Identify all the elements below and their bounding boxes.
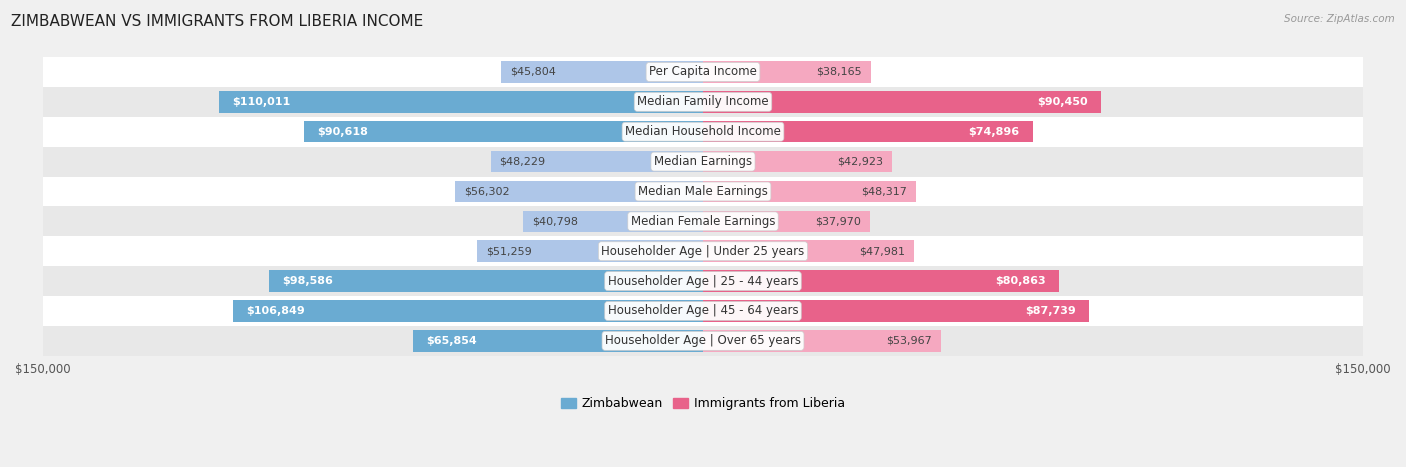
Text: Householder Age | 45 - 64 years: Householder Age | 45 - 64 years bbox=[607, 304, 799, 318]
Text: $110,011: $110,011 bbox=[232, 97, 290, 107]
Bar bbox=[703, 330, 941, 352]
Bar bbox=[478, 241, 703, 262]
Bar bbox=[269, 270, 703, 292]
Text: Householder Age | Under 25 years: Householder Age | Under 25 years bbox=[602, 245, 804, 258]
Text: Per Capita Income: Per Capita Income bbox=[650, 65, 756, 78]
Bar bbox=[703, 181, 915, 202]
Text: ZIMBABWEAN VS IMMIGRANTS FROM LIBERIA INCOME: ZIMBABWEAN VS IMMIGRANTS FROM LIBERIA IN… bbox=[11, 14, 423, 29]
Bar bbox=[502, 61, 703, 83]
Text: $37,970: $37,970 bbox=[815, 216, 862, 226]
Bar bbox=[42, 326, 1364, 356]
Text: $80,863: $80,863 bbox=[995, 276, 1046, 286]
Text: Median Earnings: Median Earnings bbox=[654, 155, 752, 168]
Bar bbox=[703, 211, 870, 232]
Text: $42,923: $42,923 bbox=[837, 156, 883, 167]
Text: $40,798: $40,798 bbox=[533, 216, 578, 226]
Bar bbox=[703, 121, 1032, 142]
Text: $90,618: $90,618 bbox=[318, 127, 368, 137]
Bar bbox=[219, 91, 703, 113]
Bar bbox=[42, 206, 1364, 236]
Text: Householder Age | 25 - 44 years: Householder Age | 25 - 44 years bbox=[607, 275, 799, 288]
Text: $45,804: $45,804 bbox=[510, 67, 557, 77]
Bar bbox=[703, 91, 1101, 113]
Text: $90,450: $90,450 bbox=[1038, 97, 1088, 107]
Text: $74,896: $74,896 bbox=[969, 127, 1019, 137]
Bar bbox=[42, 236, 1364, 266]
Bar bbox=[233, 300, 703, 322]
Text: $48,229: $48,229 bbox=[499, 156, 546, 167]
Text: Householder Age | Over 65 years: Householder Age | Over 65 years bbox=[605, 334, 801, 347]
Bar bbox=[42, 57, 1364, 87]
Bar bbox=[703, 300, 1090, 322]
Bar bbox=[42, 266, 1364, 296]
Text: Median Family Income: Median Family Income bbox=[637, 95, 769, 108]
Bar bbox=[413, 330, 703, 352]
Text: $106,849: $106,849 bbox=[246, 306, 305, 316]
Text: $53,967: $53,967 bbox=[886, 336, 932, 346]
Bar bbox=[42, 117, 1364, 147]
Bar bbox=[456, 181, 703, 202]
Text: $65,854: $65,854 bbox=[426, 336, 477, 346]
Bar bbox=[703, 241, 914, 262]
Bar bbox=[703, 151, 891, 172]
Bar bbox=[523, 211, 703, 232]
Legend: Zimbabwean, Immigrants from Liberia: Zimbabwean, Immigrants from Liberia bbox=[555, 392, 851, 415]
Text: $38,165: $38,165 bbox=[817, 67, 862, 77]
Text: $56,302: $56,302 bbox=[464, 186, 509, 197]
Bar bbox=[703, 61, 870, 83]
Bar bbox=[42, 147, 1364, 177]
Text: Median Female Earnings: Median Female Earnings bbox=[631, 215, 775, 228]
Bar bbox=[42, 87, 1364, 117]
Bar bbox=[703, 270, 1059, 292]
Text: $47,981: $47,981 bbox=[859, 246, 905, 256]
Text: $98,586: $98,586 bbox=[283, 276, 333, 286]
Text: Median Male Earnings: Median Male Earnings bbox=[638, 185, 768, 198]
Text: $51,259: $51,259 bbox=[486, 246, 531, 256]
Text: $87,739: $87,739 bbox=[1025, 306, 1076, 316]
Bar bbox=[491, 151, 703, 172]
Text: Source: ZipAtlas.com: Source: ZipAtlas.com bbox=[1284, 14, 1395, 24]
Text: Median Household Income: Median Household Income bbox=[626, 125, 780, 138]
Bar bbox=[304, 121, 703, 142]
Bar bbox=[42, 177, 1364, 206]
Text: $48,317: $48,317 bbox=[860, 186, 907, 197]
Bar bbox=[42, 296, 1364, 326]
